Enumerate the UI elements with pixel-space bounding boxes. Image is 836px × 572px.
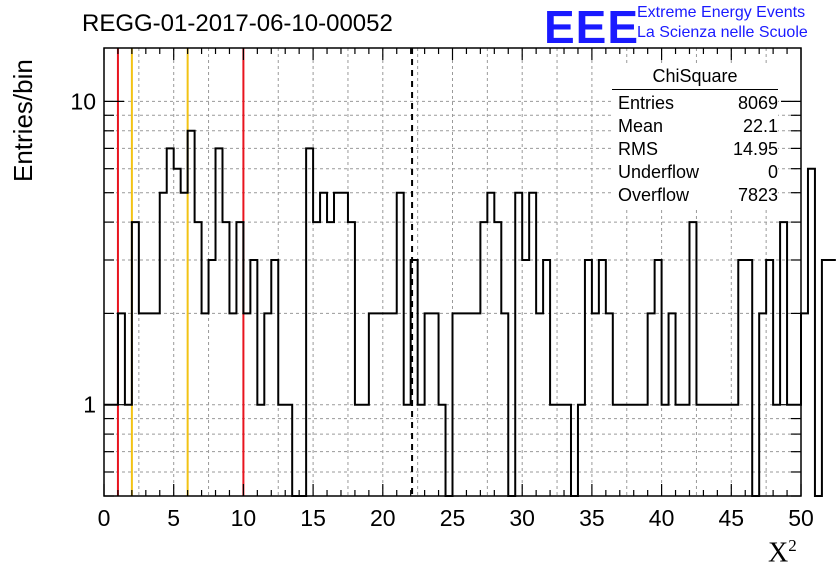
x-tick-label: 25 xyxy=(440,505,466,531)
histogram-series xyxy=(104,129,836,497)
x-tick-label: 45 xyxy=(719,505,745,531)
x-tick-label: 35 xyxy=(579,505,605,531)
stats-title: ChiSquare xyxy=(612,66,778,90)
stats-value: 7823 xyxy=(737,185,778,205)
stats-label: Underflow xyxy=(618,162,700,182)
tick-labels: 0 5 10 15 20 25 30 35 40 45 50 1 10 xyxy=(70,88,813,531)
x-axis-label: X2 xyxy=(768,536,797,569)
stats-box: ChiSquare Entries 8069 Mean 22.1 RMS 14.95 … xyxy=(612,66,778,207)
stats-label: Overflow xyxy=(618,185,690,205)
x-tick-label: 30 xyxy=(509,505,535,531)
x-tick-label: 5 xyxy=(167,505,180,531)
x-tick-label: 50 xyxy=(788,505,814,531)
stats-row-overflow: Overflow 7823 xyxy=(612,184,778,207)
x-tick-label: 20 xyxy=(370,505,396,531)
y-axis-label: Entries/bin xyxy=(8,59,38,182)
x-tick-label: 10 xyxy=(231,505,257,531)
y-tick-label: 10 xyxy=(70,88,96,114)
axis-ticks xyxy=(103,48,802,497)
eee-logo: EEE xyxy=(544,1,640,53)
stats-row-mean: Mean 22.1 xyxy=(612,115,778,138)
chart-title: REGG-01-2017-06-10-00052 xyxy=(82,10,393,37)
logo-text-line1: Extreme Energy Events xyxy=(637,4,806,21)
x-tick-label: 15 xyxy=(300,505,326,531)
y-tick-label: 1 xyxy=(83,392,96,418)
stats-value: 8069 xyxy=(737,93,778,113)
x-tick-label: 40 xyxy=(649,505,675,531)
stats-value: 14.95 xyxy=(732,139,778,159)
stats-label: RMS xyxy=(618,139,658,159)
x-tick-label: 0 xyxy=(98,505,111,531)
stats-row-rms: RMS 14.95 xyxy=(612,138,778,161)
stats-row-underflow: Underflow 0 xyxy=(612,161,778,184)
stats-value: 0 xyxy=(767,162,778,182)
stats-value: 22.1 xyxy=(742,116,778,136)
stats-label: Entries xyxy=(618,93,675,113)
logo-text-line2: La Scienza nelle Scuole xyxy=(637,24,808,41)
stats-label: Mean xyxy=(618,116,664,136)
stats-row-entries: Entries 8069 xyxy=(612,92,778,115)
marker-lines xyxy=(116,48,414,496)
